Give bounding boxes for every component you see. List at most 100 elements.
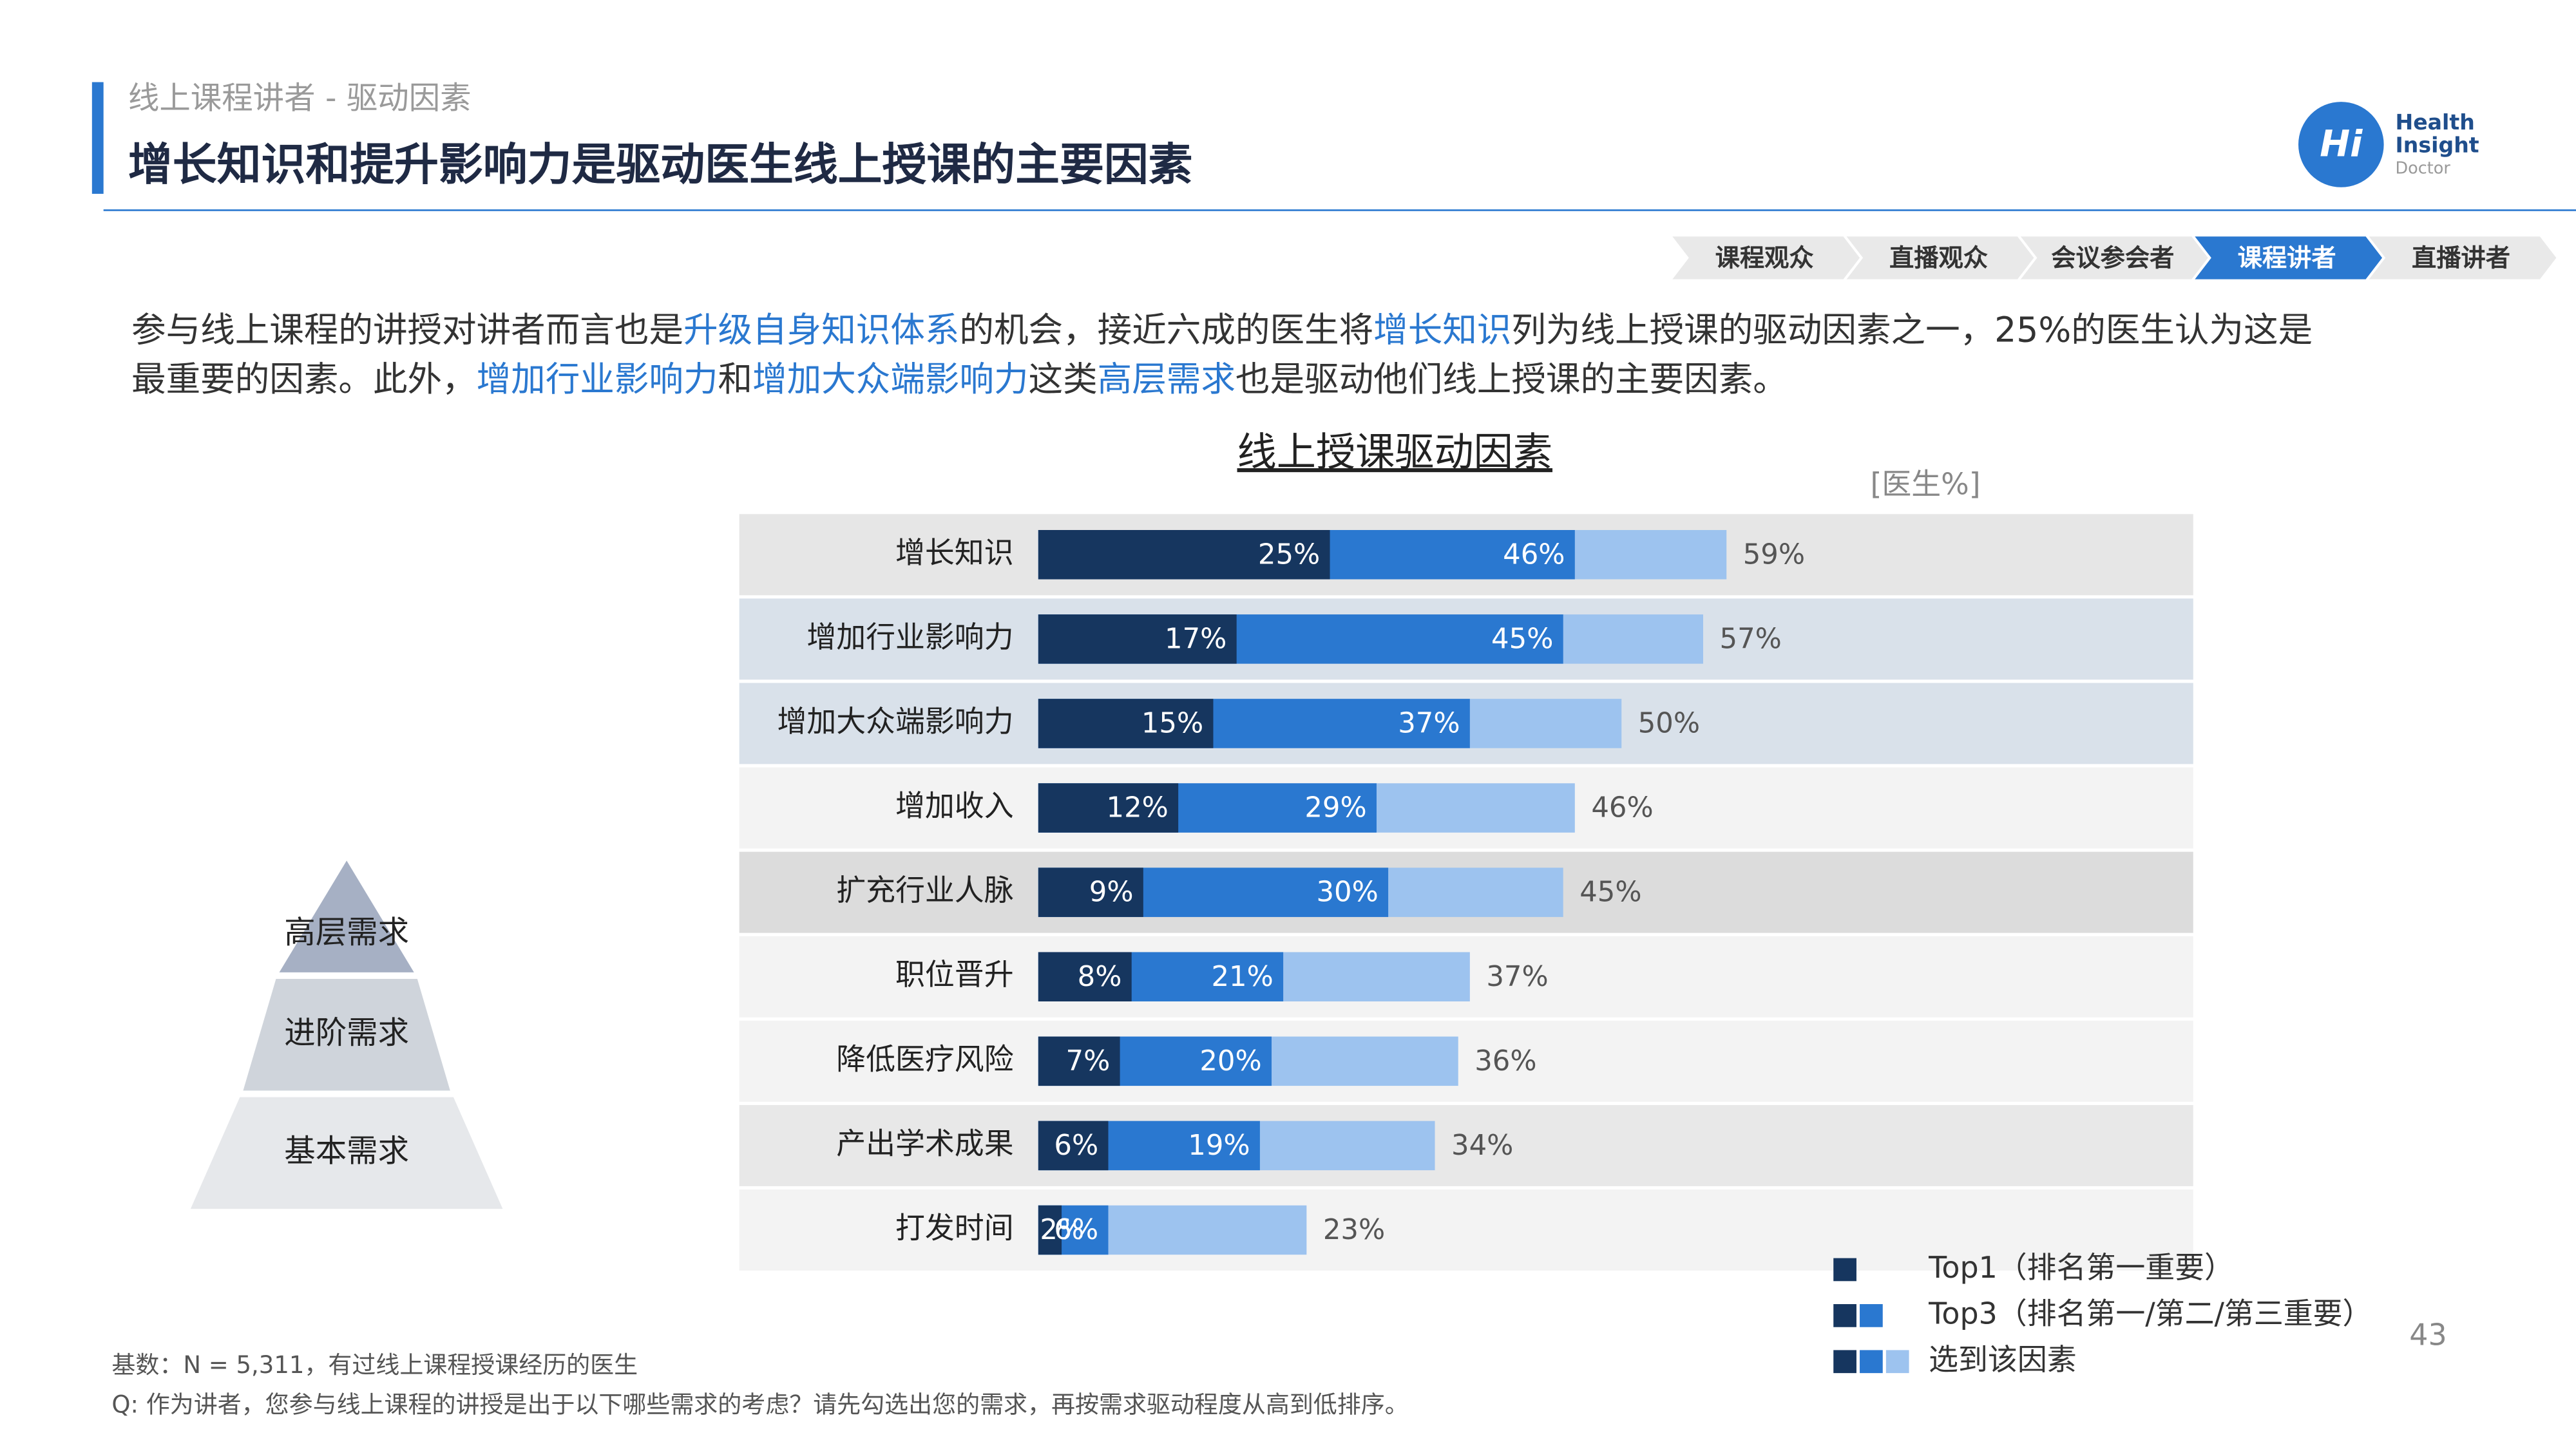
pyramid-label: 高层需求 — [284, 914, 409, 951]
value-label: 45% — [1491, 623, 1553, 655]
tab-label: 课程讲者 — [2238, 243, 2336, 272]
value-label: 59% — [1743, 538, 1805, 571]
tab[interactable] — [2020, 236, 2208, 279]
value-label: 17% — [1165, 623, 1226, 655]
value-label: 21% — [1211, 961, 1273, 993]
tab[interactable] — [2195, 236, 2383, 279]
legend-label: Top3（排名第一/第二/第三重要） — [1928, 1296, 2372, 1331]
value-label: 46% — [1591, 792, 1653, 824]
pyramid-level — [279, 860, 414, 972]
text: 参与线上课程的讲授对讲者而言也是 — [131, 310, 683, 350]
highlight-text: 增加行业影响力 — [476, 359, 718, 399]
logo-hi: Hi — [2320, 124, 2363, 166]
value-label: 50% — [1638, 708, 1700, 740]
value-label: 7% — [1066, 1045, 1111, 1077]
accent-bar — [91, 82, 104, 194]
category-label: 增长知识 — [895, 535, 1014, 570]
value-label: 37% — [1398, 708, 1460, 740]
bar — [1038, 1121, 1109, 1171]
value-label: 19% — [1188, 1130, 1250, 1162]
pyramid-label: 进阶需求 — [284, 1015, 409, 1051]
tab-label: 课程观众 — [1715, 243, 1814, 272]
row-background — [739, 1104, 2193, 1186]
category-label: 职位晋升 — [895, 957, 1014, 992]
text: 这类 — [1028, 359, 1098, 399]
bar — [1038, 614, 1237, 664]
logo-text: Doctor — [2395, 159, 2450, 178]
value-label: 15% — [1141, 708, 1203, 740]
highlight-text: 升级自身知识体系 — [683, 310, 960, 350]
value-label: 37% — [1486, 961, 1548, 993]
category-label: 增加大众端影响力 — [777, 704, 1013, 739]
logo-mark — [2298, 102, 2384, 187]
category-label: 产出学术成果 — [836, 1126, 1013, 1160]
category-label: 扩充行业人脉 — [836, 873, 1013, 907]
row-background — [739, 1020, 2193, 1102]
chart-title: 线上授课驱动因素 — [1237, 430, 1552, 475]
value-label: 20% — [1199, 1045, 1261, 1077]
text: 的机会，接近六成的医生将 — [959, 310, 1374, 350]
page-number: 43 — [2409, 1318, 2447, 1352]
legend-swatch — [1885, 1350, 1909, 1374]
bar — [1038, 699, 1214, 748]
value-label: 12% — [1107, 792, 1169, 824]
tab-label: 会议参会者 — [2051, 243, 2174, 272]
highlight-text: 增长知识 — [1373, 310, 1512, 350]
bar — [1038, 1205, 1062, 1255]
text: 和 — [718, 359, 753, 399]
value-label: 25% — [1258, 538, 1320, 571]
value-label: 6% — [1054, 1214, 1098, 1246]
value-label: 45% — [1579, 876, 1641, 909]
value-label: 36% — [1474, 1045, 1536, 1077]
section-label: 线上课程讲者 - 驱动因素 — [128, 80, 472, 117]
tab-label: 直播讲者 — [2412, 243, 2510, 272]
tab-label: 直播观众 — [1889, 243, 1988, 272]
highlight-text: 增加大众端影响力 — [752, 359, 1029, 399]
value-label: 57% — [1720, 623, 1782, 655]
value-label: 8% — [1078, 961, 1122, 993]
logo-text: Insight — [2395, 132, 2479, 157]
pyramid-label: 基本需求 — [284, 1133, 409, 1169]
text: 也是驱动他们线上授课的主要因素。 — [1235, 359, 1788, 399]
tab[interactable] — [2369, 236, 2557, 279]
value-label: 30% — [1316, 876, 1378, 909]
value-label: 29% — [1304, 792, 1366, 824]
legend-swatch — [1833, 1350, 1856, 1374]
value-label: 2% — [1040, 1214, 1084, 1246]
unit-label: [医生%] — [1870, 466, 1980, 501]
legend-swatch — [1860, 1304, 1883, 1327]
value-label: 9% — [1089, 876, 1134, 909]
legend-swatch — [1833, 1304, 1856, 1327]
bar — [1038, 1036, 1120, 1086]
legend-swatch — [1860, 1350, 1883, 1374]
page-title: 增长知识和提升影响力是驱动医生线上授课的主要因素 — [128, 139, 1193, 191]
tab[interactable] — [1846, 236, 2034, 279]
category-label: 打发时间 — [895, 1210, 1014, 1245]
legend-label: Top1（排名第一重要） — [1928, 1250, 2234, 1285]
value-label: 6% — [1054, 1130, 1098, 1162]
bar — [1038, 952, 1132, 1001]
legend-swatch — [1833, 1258, 1856, 1282]
value-label: 46% — [1503, 538, 1565, 571]
logo-text: Health — [2395, 109, 2474, 135]
bar — [1038, 783, 1179, 833]
footnote: 基数：N = 5,311，有过线上课程授课经历的医生 — [111, 1353, 638, 1380]
pyramid-level — [243, 979, 450, 1091]
bar — [1038, 530, 1330, 580]
text: 列为线上授课的驱动因素之一，25%的医生认为这是最重要的因素。此外， — [131, 310, 2313, 399]
value-label: 23% — [1323, 1214, 1385, 1246]
highlight-text: 高层需求 — [1097, 359, 1236, 399]
intro-text: 参与线上课程的讲授对讲者而言也是升级自身知识体系的机会，接近六成的医生将增长知识… — [131, 305, 2333, 404]
tab[interactable] — [1672, 236, 1860, 279]
footnote: Q: 作为讲者，您参与线上课程的讲授是出于以下哪些需求的考虑？请先勾选出您的需求… — [111, 1392, 1409, 1419]
value-label: 34% — [1451, 1130, 1513, 1162]
category-label: 增加收入 — [895, 788, 1014, 823]
row-background — [739, 1189, 2193, 1271]
category-label: 降低医疗风险 — [836, 1041, 1013, 1076]
category-label: 增加行业影响力 — [806, 620, 1013, 654]
bar — [1038, 867, 1143, 917]
legend-label: 选到该因素 — [1929, 1342, 2076, 1377]
pyramid-level — [190, 1097, 503, 1209]
